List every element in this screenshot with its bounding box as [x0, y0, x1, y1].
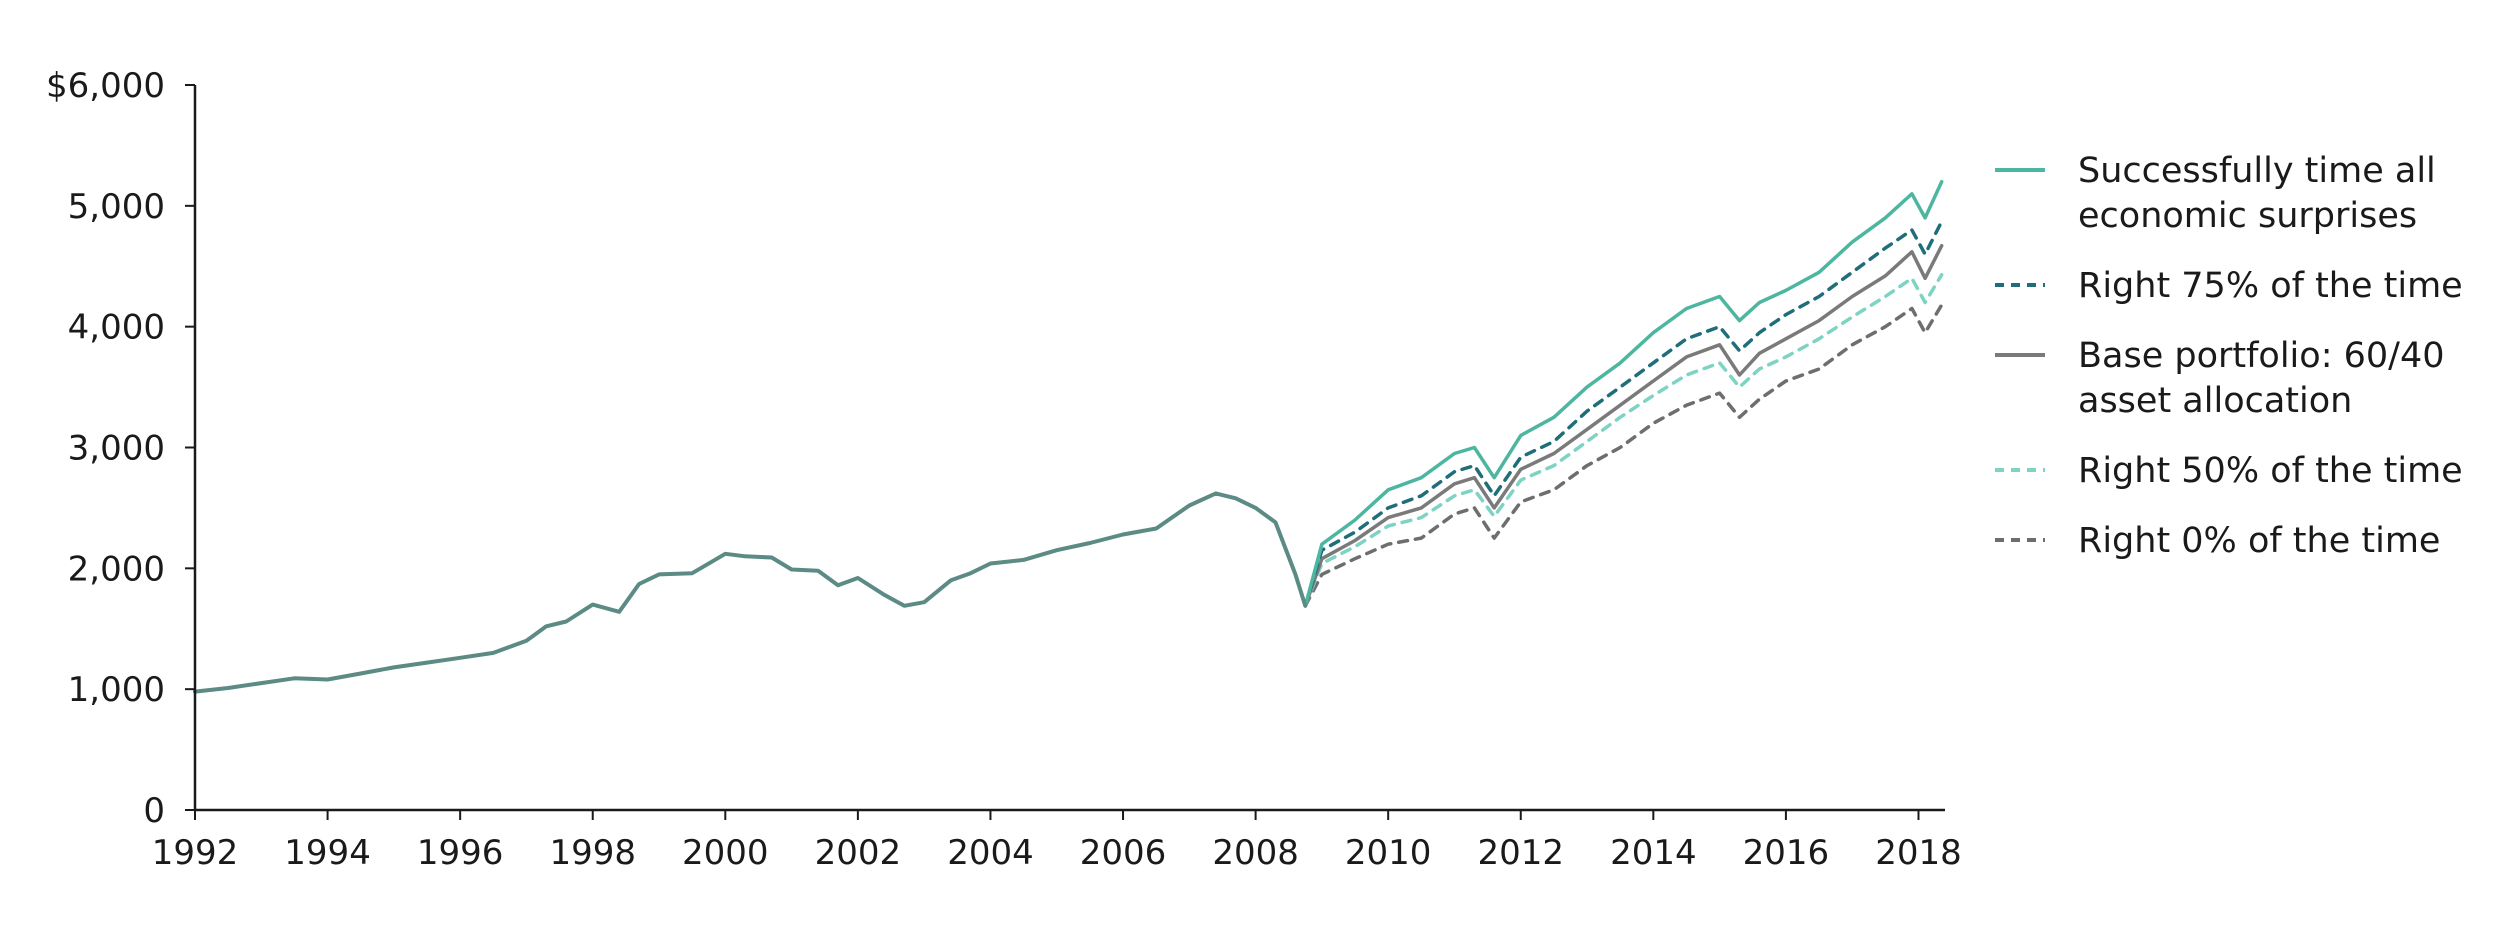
y-axis-ticks: 0 1,000 2,000 3,000 4,000 5,000 $6,000 — [46, 66, 195, 831]
y-tick-label: 4,000 — [68, 308, 165, 348]
legend-label-3: Base portfolio: 60/40 — [2078, 336, 2444, 376]
x-tick-label: 1994 — [284, 833, 371, 873]
x-tick-label: 2010 — [1345, 833, 1432, 873]
y-tick-label: 1,000 — [68, 670, 165, 710]
x-tick-label: 2006 — [1080, 833, 1167, 873]
x-tick-label: 1996 — [417, 833, 504, 873]
x-tick-label: 1998 — [549, 833, 636, 873]
x-tick-label: 1992 — [152, 833, 239, 873]
series-line-2 — [1303, 219, 1944, 608]
series-line-1 — [1303, 179, 1944, 608]
legend-label-3: asset allocation — [2078, 381, 2352, 421]
x-tick-label: 2008 — [1212, 833, 1299, 873]
shared-history-line — [193, 491, 1308, 694]
y-tick-label: 0 — [143, 791, 165, 831]
series-line-5 — [1303, 303, 1944, 608]
y-tick-label: 3,000 — [68, 429, 165, 469]
y-tick-label: $6,000 — [46, 66, 165, 106]
x-tick-label: 2016 — [1743, 833, 1830, 873]
series-line-3 — [1303, 243, 1944, 608]
legend-label-2: Right 75% of the time — [2078, 266, 2463, 306]
x-tick-label: 2000 — [682, 833, 769, 873]
x-tick-label: 2004 — [947, 833, 1034, 873]
y-tick-label: 5,000 — [68, 187, 165, 227]
legend-label-1: Successfully time all — [2078, 151, 2436, 191]
x-tick-label: 2018 — [1875, 833, 1962, 873]
legend-label-5: Right 0% of the time — [2078, 521, 2440, 561]
legend-label-1: economic surprises — [2078, 196, 2417, 236]
x-tick-label: 2002 — [815, 833, 902, 873]
x-axis-ticks: 1992 1994 1996 1998 2000 2002 2004 2006 2008 2010… — [152, 810, 1962, 873]
legend-label-4: Right 50% of the time — [2078, 451, 2463, 491]
y-tick-label: 2,000 — [68, 549, 165, 589]
x-tick-label: 2012 — [1477, 833, 1564, 873]
series-line-4 — [1303, 272, 1944, 608]
x-tick-label: 2014 — [1610, 833, 1697, 873]
legend: Successfully time all economic surprises R… — [1995, 151, 2463, 561]
plot-area — [193, 179, 1944, 694]
